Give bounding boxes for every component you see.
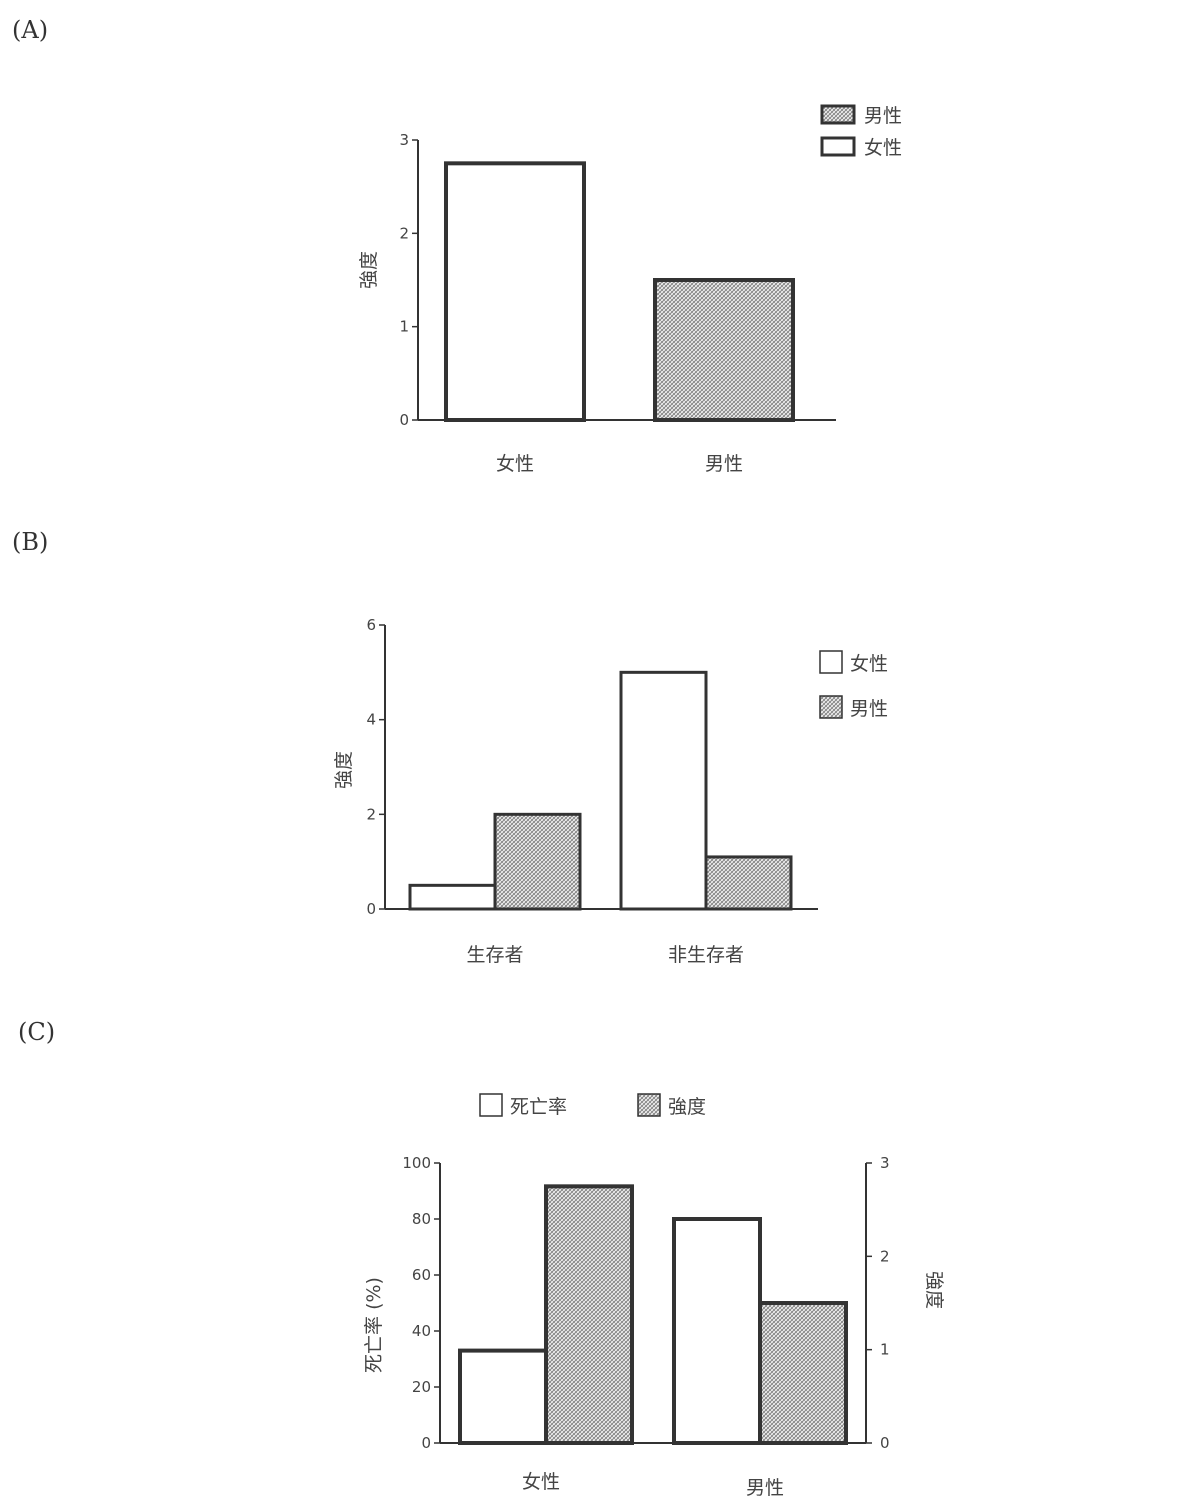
legend-label: 女性 xyxy=(864,137,902,159)
y-tick-label-right: 1 xyxy=(880,1341,890,1359)
bar-female xyxy=(621,672,706,909)
legend-label: 男性 xyxy=(864,105,902,127)
bar-intensity xyxy=(760,1303,846,1443)
y-tick-label-right: 2 xyxy=(880,1247,890,1265)
y-tick-label-left: 0 xyxy=(421,1434,431,1452)
y-tick-label: 1 xyxy=(399,318,409,336)
chart-a: 0123女性男性強度男性女性 xyxy=(358,105,902,475)
legend-label: 女性 xyxy=(850,653,888,675)
y-tick-label: 0 xyxy=(366,900,376,918)
bar-male xyxy=(706,857,791,909)
bar-male xyxy=(495,814,580,909)
x-category-label: 男性 xyxy=(746,1477,784,1499)
x-category-label: 生存者 xyxy=(466,944,523,966)
chart-c: 0204060801000123女性男性死亡率 (%)強度死亡率強度 xyxy=(363,1094,945,1499)
bar-female xyxy=(446,163,584,420)
y-tick-label: 4 xyxy=(366,711,376,729)
legend-swatch xyxy=(638,1094,660,1116)
legend-label: 死亡率 xyxy=(510,1096,567,1118)
y-axis-title: 強度 xyxy=(358,251,380,289)
bar-mortality xyxy=(460,1351,546,1443)
y-axis-title-left: 死亡率 (%) xyxy=(363,1277,385,1373)
y-tick-label-left: 60 xyxy=(412,1266,431,1284)
y-axis-title: 強度 xyxy=(333,751,355,789)
legend-swatch xyxy=(820,651,842,673)
bar-mortality xyxy=(674,1219,760,1443)
y-tick-label: 0 xyxy=(399,411,409,429)
bar-intensity xyxy=(546,1186,632,1443)
y-tick-label: 6 xyxy=(366,616,376,634)
y-tick-label-left: 40 xyxy=(412,1322,431,1340)
legend-swatch xyxy=(822,106,854,123)
y-tick-label-left: 100 xyxy=(402,1154,431,1172)
y-tick-label: 2 xyxy=(399,224,409,242)
legend-swatch xyxy=(820,696,842,718)
legend-swatch xyxy=(822,138,854,155)
y-tick-label-right: 3 xyxy=(880,1154,890,1172)
x-category-label: 男性 xyxy=(705,453,743,475)
legend-label: 男性 xyxy=(850,698,888,720)
y-tick-label: 3 xyxy=(399,131,409,149)
bar-female xyxy=(410,885,495,909)
bar-male xyxy=(655,280,793,420)
y-tick-label-left: 20 xyxy=(412,1378,431,1396)
y-tick-label-left: 80 xyxy=(412,1210,431,1228)
chart-b: 0 2 4 6 生存者 非生存者 強度 女性男性 xyxy=(333,616,888,966)
x-category-label: 女性 xyxy=(522,1471,560,1493)
x-category-label: 非生存者 xyxy=(668,944,744,966)
y-axis-title-right: 強度 xyxy=(923,1271,945,1309)
y-tick-label: 2 xyxy=(366,805,376,823)
x-category-label: 女性 xyxy=(496,453,534,475)
y-tick-label-right: 0 xyxy=(880,1434,890,1452)
legend-label: 強度 xyxy=(668,1096,706,1118)
legend-swatch xyxy=(480,1094,502,1116)
